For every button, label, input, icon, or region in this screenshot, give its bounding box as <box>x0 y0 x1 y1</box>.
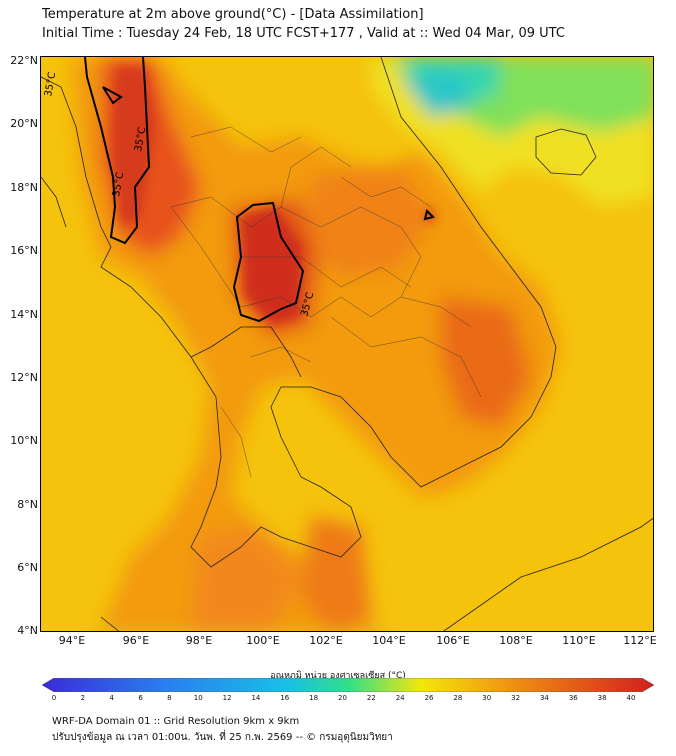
lat-label: 10°N <box>10 434 38 447</box>
colorbar-tick-label: 4 <box>109 694 114 702</box>
map-subtitle: Initial Time : Tuesday 24 Feb, 18 UTC FC… <box>42 26 565 41</box>
coastlines <box>41 57 653 631</box>
borneo-coast <box>443 517 653 631</box>
contour-label: 35°C <box>133 126 148 152</box>
colorbar-tick-label: 0 <box>51 694 57 702</box>
lat-label: 4°N <box>17 624 38 637</box>
colorbar-tick-label: 10 <box>193 694 203 702</box>
contour-label: 35°C <box>111 171 126 197</box>
lon-label: 106°E <box>436 634 470 647</box>
colorbar-tick-label: 26 <box>424 694 434 702</box>
lat-label: 8°N <box>17 498 38 511</box>
colorbar <box>42 678 654 692</box>
contour-35c <box>84 57 435 323</box>
sumatra-coast <box>100 616 120 631</box>
contour-west <box>84 57 151 245</box>
lat-label: 14°N <box>10 308 38 321</box>
lat-label: 18°N <box>10 181 38 194</box>
colorbar-tick-label: 30 <box>482 694 492 702</box>
temperature-field: 35°C 35°C 35°C 35°C <box>41 57 653 631</box>
mainland-outline <box>41 57 557 568</box>
colorbar-tick-label: 36 <box>568 694 578 702</box>
lon-label: 96°E <box>122 634 150 647</box>
lon-label: 98°E <box>185 634 213 647</box>
colorbar-tick-label: 18 <box>309 694 319 702</box>
lon-label: 94°E <box>58 634 86 647</box>
temperature-map: 35°C 35°C 35°C 35°C <box>40 56 654 632</box>
lon-label: 112°E <box>623 634 657 647</box>
lat-label: 16°N <box>10 244 38 257</box>
colorbar-tick-label: 34 <box>539 694 549 702</box>
lon-label: 108°E <box>499 634 533 647</box>
colorbar-tick-label: 8 <box>167 694 172 702</box>
contour-central <box>232 201 305 323</box>
lon-label: 102°E <box>309 634 343 647</box>
colorbar-tick-label: 16 <box>280 694 290 702</box>
footer-model-info: WRF-DA Domain 01 :: Grid Resolution 9km … <box>52 716 300 727</box>
gulf-coast <box>190 326 302 378</box>
colorbar-tick-label: 6 <box>138 694 143 702</box>
colorbar-tick-label: 2 <box>80 694 86 702</box>
province-borders <box>170 126 482 478</box>
lat-label: 20°N <box>10 117 38 130</box>
lat-label: 22°N <box>10 54 38 67</box>
colorbar-tick-label: 14 <box>251 694 261 702</box>
colorbar-tick-label: 22 <box>366 694 376 702</box>
lat-label: 12°N <box>10 371 38 384</box>
colorbar-title: อุณหภูมิ หน่วย องศาเซลเซียส (°C) <box>270 671 406 681</box>
colorbar-tick-label: 32 <box>511 694 521 702</box>
colorbar-tick-label: 20 <box>338 694 347 702</box>
colorbar-tick-label: 38 <box>597 694 607 702</box>
colorbar-tick-label: 12 <box>222 694 232 702</box>
hainan-island <box>535 128 597 176</box>
lat-label: 6°N <box>17 561 38 574</box>
lon-label: 104°E <box>372 634 406 647</box>
footer-update-info: ปรับปรุงข้อมูล ณ เวลา 01:00น. วันพ. ที่ … <box>52 732 393 743</box>
lon-label: 110°E <box>562 634 596 647</box>
lon-label: 100°E <box>246 634 280 647</box>
colorbar-tick-label: 40 <box>626 694 636 702</box>
colorbar-tick-label: 24 <box>395 694 405 702</box>
colorbar-tick-label: 28 <box>453 694 463 702</box>
contour-label: 35°C <box>43 71 58 97</box>
map-title: Temperature at 2m above ground(°C) - [Da… <box>42 7 424 22</box>
